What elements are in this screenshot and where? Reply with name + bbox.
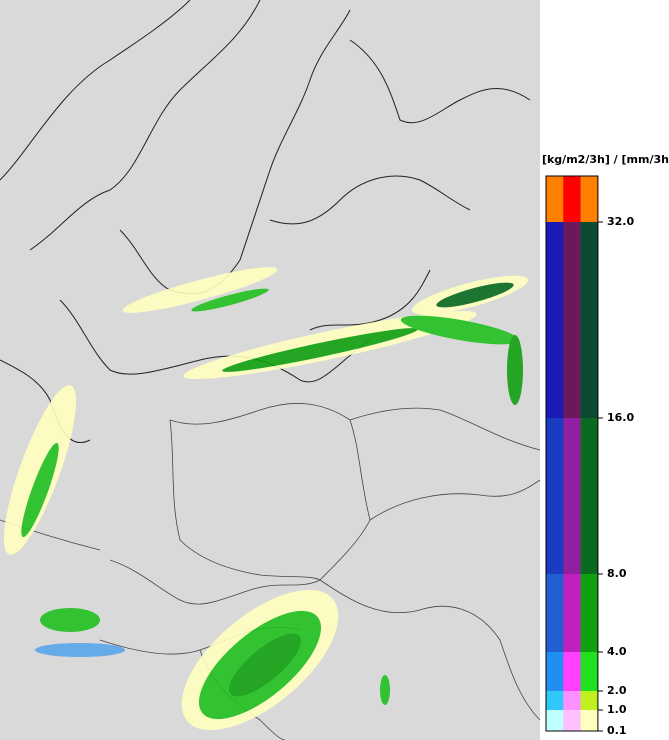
colorbar-cell [546,176,564,222]
colorbar-cell [580,652,599,691]
tick-label: 8.0 [607,567,627,580]
tick-label: 32.0 [607,215,634,228]
tick-label: 0.1 [607,724,627,737]
colorbar-frame [545,175,599,732]
colorbar-cell [563,176,581,222]
colorbar-cell [563,710,581,731]
colorbar-cell [580,574,599,652]
colorbar-cell [563,652,581,691]
tick-label: 16.0 [607,411,634,424]
colorbar: 32.0 16.0 8.0 4.0 2.0 1.0 0.1 [545,175,634,737]
colorbar-cell [580,710,599,731]
tick-label: 4.0 [607,645,627,658]
colorbar-cell [580,222,599,418]
tick-label: 2.0 [607,684,627,697]
precipitation [3,267,529,731]
colorbar-cell [563,574,581,652]
colorbar-cell [546,652,564,691]
colorbar-cell [546,691,564,710]
colorbar-cell [580,691,599,710]
colorbar-cell [563,222,581,418]
colorbar-cell [580,418,599,574]
colorbar-cell [546,418,564,574]
legend-title: [kg/m2/3h] / [mm/3h] [542,153,669,166]
coastlines [0,0,531,443]
colorbar-cell [546,222,564,418]
tick-label: 1.0 [607,703,627,716]
colorbar-cell [546,710,564,731]
colorbar-cell [563,418,581,574]
colorbar-cell [546,574,564,652]
colorbar-cell [563,691,581,710]
colorbar-cell [580,176,599,222]
